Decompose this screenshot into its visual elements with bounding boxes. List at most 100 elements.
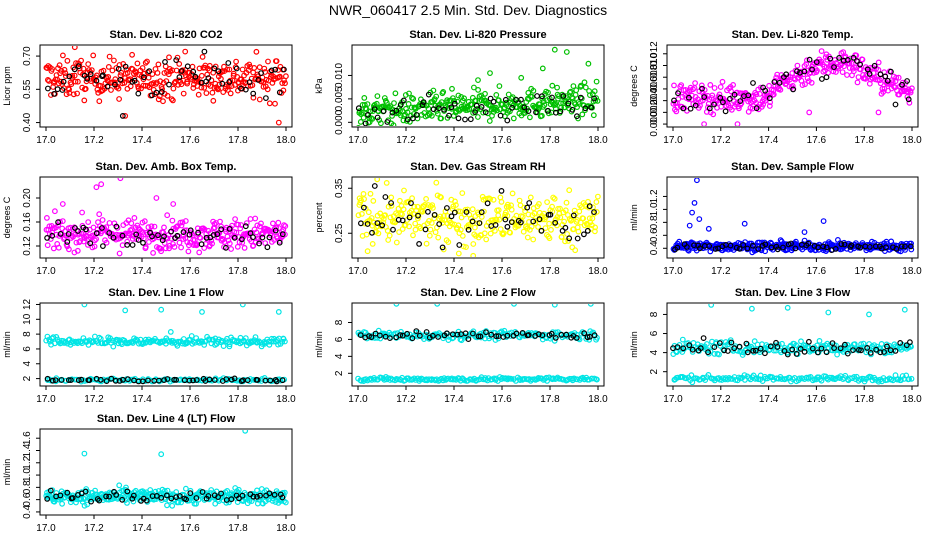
data-point bbox=[431, 211, 438, 218]
data-point bbox=[582, 105, 589, 112]
y-tick-label: 1.2 bbox=[22, 455, 33, 469]
data-point bbox=[534, 93, 540, 99]
x-tick-label: 17.8 bbox=[854, 394, 874, 405]
data-point bbox=[584, 334, 591, 341]
data-point bbox=[227, 90, 234, 97]
data-point bbox=[400, 206, 407, 213]
data-point bbox=[834, 351, 840, 358]
x-tick-label: 17.8 bbox=[228, 394, 248, 405]
data-point bbox=[837, 345, 844, 352]
data-point bbox=[224, 86, 231, 93]
points-layer bbox=[43, 178, 289, 257]
data-point bbox=[168, 96, 175, 102]
data-point bbox=[210, 232, 217, 238]
data-point bbox=[227, 77, 234, 84]
data-point bbox=[237, 225, 244, 232]
data-point bbox=[419, 102, 426, 108]
data-point bbox=[175, 499, 182, 506]
y-axis-label: ml/min bbox=[629, 204, 639, 231]
data-point bbox=[689, 349, 696, 355]
x-tick-label: 17.4 bbox=[444, 394, 464, 405]
data-point bbox=[220, 343, 227, 350]
outlier-point bbox=[158, 451, 165, 458]
data-point bbox=[497, 112, 504, 119]
data-point bbox=[565, 237, 572, 244]
data-point bbox=[233, 58, 240, 65]
data-point bbox=[355, 105, 362, 112]
data-point bbox=[457, 208, 464, 215]
data-point bbox=[129, 235, 136, 242]
x-tick-label: 17.8 bbox=[854, 266, 874, 277]
data-point bbox=[892, 78, 899, 85]
data-point bbox=[176, 239, 183, 246]
y-tick-label: 0.6 bbox=[22, 492, 33, 506]
data-point bbox=[384, 227, 391, 234]
data-point bbox=[488, 331, 495, 338]
data-point bbox=[899, 81, 905, 88]
data-point bbox=[805, 240, 812, 247]
data-point bbox=[484, 200, 491, 207]
data-point bbox=[72, 225, 78, 231]
data-point bbox=[55, 219, 61, 226]
data-point bbox=[736, 245, 743, 252]
x-tick-label: 17.2 bbox=[711, 135, 731, 146]
outlier-point bbox=[199, 309, 205, 315]
data-point bbox=[226, 343, 233, 350]
data-point bbox=[569, 244, 576, 251]
data-point bbox=[124, 376, 131, 383]
data-point bbox=[123, 66, 130, 73]
data-point bbox=[59, 87, 66, 93]
data-point bbox=[374, 220, 381, 227]
data-point bbox=[818, 345, 825, 352]
data-point bbox=[116, 250, 123, 257]
data-point bbox=[196, 65, 203, 72]
x-tick-label: 18.0 bbox=[902, 394, 922, 405]
data-point bbox=[402, 92, 409, 98]
data-point bbox=[449, 85, 455, 92]
data-point bbox=[687, 105, 694, 112]
x-tick-label: 18.0 bbox=[276, 135, 296, 146]
data-point bbox=[155, 61, 162, 68]
data-point bbox=[725, 348, 731, 354]
data-point bbox=[214, 231, 221, 238]
data-point bbox=[779, 340, 785, 347]
data-point bbox=[442, 208, 449, 215]
data-point bbox=[583, 203, 589, 210]
data-point bbox=[783, 71, 790, 78]
data-point bbox=[892, 101, 899, 108]
data-point bbox=[399, 217, 406, 224]
y-tick-label: 1.6 bbox=[22, 431, 33, 445]
data-point bbox=[387, 214, 394, 221]
data-point bbox=[470, 330, 476, 337]
data-point bbox=[446, 112, 452, 119]
data-point bbox=[592, 224, 598, 231]
data-point bbox=[557, 205, 563, 212]
y-tick-label: 0.8 bbox=[649, 215, 660, 229]
data-point bbox=[250, 90, 257, 97]
data-point bbox=[366, 376, 373, 383]
data-point bbox=[109, 67, 116, 74]
data-point bbox=[679, 336, 686, 343]
data-point bbox=[273, 378, 280, 385]
panel-title: Stan. Dev. Line 2 Flow bbox=[420, 287, 536, 299]
panel-title: Stan. Dev. Amb. Box Temp. bbox=[96, 161, 237, 173]
data-point bbox=[907, 339, 913, 346]
x-tick-label: 17.4 bbox=[132, 135, 152, 146]
data-point bbox=[44, 242, 51, 249]
data-point bbox=[719, 78, 726, 85]
data-point bbox=[143, 497, 150, 504]
y-tick-label: 0.12 bbox=[22, 236, 33, 256]
data-point bbox=[44, 496, 51, 502]
data-point bbox=[258, 70, 265, 76]
data-point bbox=[438, 194, 444, 201]
data-point bbox=[82, 488, 89, 495]
data-point bbox=[130, 492, 137, 499]
data-point bbox=[268, 67, 275, 74]
x-tick-label: 17.4 bbox=[759, 266, 779, 277]
data-point bbox=[858, 341, 864, 348]
y-tick-label: 0.16 bbox=[22, 212, 33, 232]
data-point bbox=[678, 82, 685, 88]
data-point bbox=[49, 232, 56, 239]
data-point bbox=[429, 202, 436, 209]
data-point bbox=[91, 237, 98, 244]
